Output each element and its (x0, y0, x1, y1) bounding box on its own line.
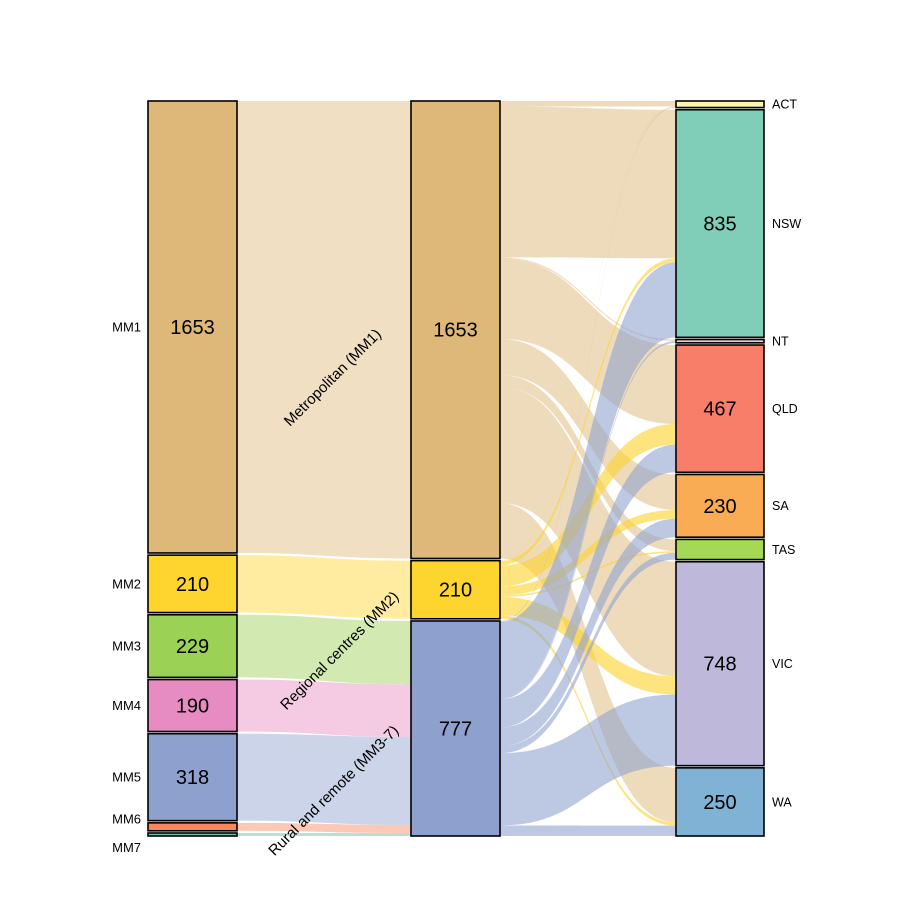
node-value-MM5: 318 (176, 767, 209, 789)
flow-rural-QLD (500, 444, 676, 728)
node-label-NSW: NSW (772, 217, 801, 231)
node-value-WA: 250 (703, 792, 736, 814)
flow-metro-NT (500, 257, 676, 341)
flow-rural-VIC (500, 694, 676, 826)
node-label-MM5: MM5 (112, 770, 141, 785)
flow-rural-SA (500, 518, 676, 747)
node-value-QLD: 467 (703, 399, 736, 421)
node-label-VIC: VIC (772, 657, 793, 671)
node-labels: 1653 MM1 210 MM2 229 MM3 190 MM4 318 MM5 MM6 MM7 165… (112, 98, 801, 855)
node-value-MM1: 1653 (170, 317, 215, 339)
node-value-MM3: 229 (176, 636, 209, 658)
flow-metro-QLD (500, 258, 676, 425)
node-label-ACT: ACT (772, 98, 797, 112)
node-MM4 (147, 678, 238, 733)
flow-rural-TAS (500, 552, 676, 754)
flow-metro-SA (500, 338, 676, 510)
node-SA (675, 473, 765, 538)
node-value-rural: 777 (439, 718, 472, 740)
node-MM7 (147, 832, 238, 837)
flow-rural-WA (500, 825, 676, 836)
flow-MM7-rural (237, 832, 411, 836)
node-NT (675, 338, 765, 344)
node-value-regional: 210 (439, 580, 472, 602)
flow-MM5-rural (237, 733, 411, 825)
node-value-metro: 1653 (433, 320, 478, 342)
node-label-SA: SA (772, 499, 789, 513)
flow-MM2-regional (237, 555, 411, 619)
flow-ribbons (237, 101, 676, 836)
flow-regional-NSW (500, 258, 676, 566)
node-value-SA: 230 (703, 496, 736, 518)
node-MM6 (147, 822, 238, 832)
node-TAS (675, 538, 765, 561)
flow-rural-NSW (500, 262, 676, 698)
node-rural (410, 620, 501, 837)
node-label-WA: WA (772, 795, 792, 809)
node-value-NSW: 835 (703, 214, 736, 236)
flow-MM3-rural (237, 614, 411, 685)
flow-rural-NT (500, 341, 676, 700)
node-label-MM1: MM1 (112, 320, 141, 335)
node-MM1 (147, 100, 238, 554)
node-label-NT: NT (772, 335, 789, 349)
node-label-MM3: MM3 (112, 639, 141, 654)
flow-metro-VIC (500, 386, 676, 677)
flow-metro-ACT (500, 101, 676, 107)
node-VIC (675, 560, 765, 767)
node-label-MM6: MM6 (112, 811, 141, 826)
flow-regional-WA (500, 615, 676, 826)
node-label-MM4: MM4 (112, 698, 141, 713)
node-metro (410, 100, 501, 560)
flow-metro-NSW (500, 106, 676, 259)
flow-MM6-rural (237, 822, 411, 833)
node-MM2 (147, 554, 238, 614)
node-MM5 (147, 732, 238, 822)
node-regional (410, 559, 501, 620)
node-value-MM2: 210 (176, 574, 209, 596)
node-NSW (675, 108, 765, 339)
flow-regional-SA (500, 509, 676, 596)
flow-MM4-rural (237, 679, 411, 737)
flow-regional-ACT (500, 106, 676, 562)
node-label-TAS: TAS (772, 543, 795, 557)
node-value-VIC: 748 (703, 654, 736, 676)
node-value-MM4: 190 (176, 696, 209, 718)
node-WA (675, 767, 765, 837)
node-QLD (675, 344, 765, 474)
node-label-QLD: QLD (772, 402, 798, 416)
node-label-MM2: MM2 (112, 576, 141, 591)
node-bars (147, 100, 765, 837)
node-ACT (675, 100, 765, 109)
flow-rural-ACT (500, 106, 676, 622)
flow-MM1-metro (237, 101, 411, 559)
node-MM3 (147, 613, 238, 679)
node-label-MM7: MM7 (112, 840, 141, 855)
